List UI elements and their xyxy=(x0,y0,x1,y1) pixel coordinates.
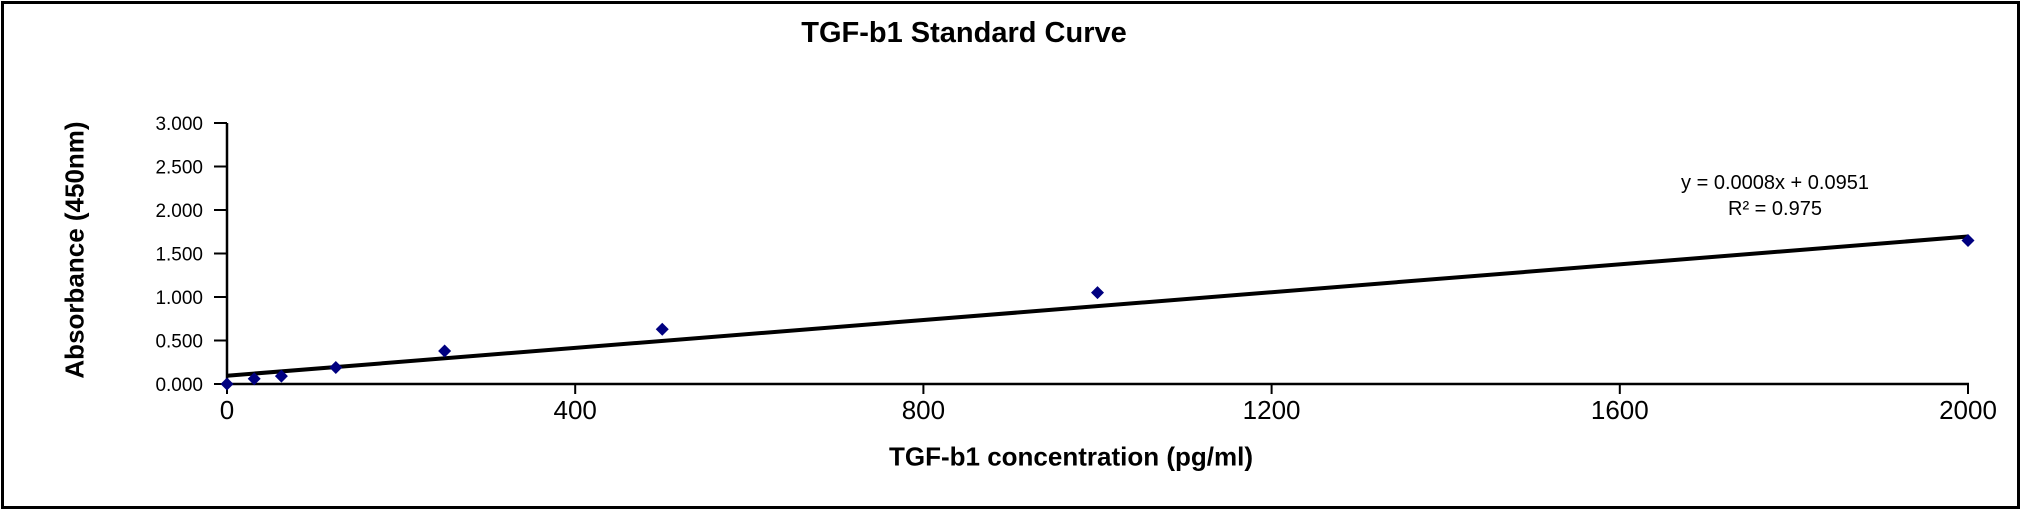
y-tick-label: 3.000 xyxy=(155,114,203,135)
data-point-marker xyxy=(1091,286,1104,300)
x-tick-label: 800 xyxy=(902,395,945,425)
x-tick-label: 1600 xyxy=(1591,395,1649,425)
y-tick-label: 0.500 xyxy=(155,332,203,353)
data-point-marker xyxy=(1961,233,1975,247)
trendline-annotation: y = 0.0008x + 0.0951 R² = 0.975 xyxy=(1575,170,1975,222)
y-tick-label: 1.500 xyxy=(155,245,203,266)
x-tick-label: 400 xyxy=(554,395,597,425)
trendline xyxy=(226,234,1969,378)
trendline-equation-text: y = 0.0008x + 0.0951 xyxy=(1681,172,1869,194)
y-tick-label: 1.000 xyxy=(155,288,203,309)
x-tick-label: 2000 xyxy=(1939,395,1997,425)
y-tick-label: 0.000 xyxy=(155,375,203,396)
x-tick-label: 1200 xyxy=(1243,395,1301,425)
y-tick-label: 2.500 xyxy=(155,158,203,179)
data-point-marker xyxy=(220,377,234,391)
data-point-marker xyxy=(655,322,669,336)
data-point-marker xyxy=(274,369,288,383)
r-squared-text: R² = 0.975 xyxy=(1728,198,1822,220)
x-tick-label: 0 xyxy=(220,395,234,425)
y-tick-label: 2.000 xyxy=(155,201,203,222)
data-point-marker xyxy=(247,372,261,386)
x-axis-title: TGF-b1 concentration (pg/ml) xyxy=(889,441,1253,472)
data-point-marker xyxy=(329,360,343,374)
chart-title: TGF-b1 Standard Curve xyxy=(801,17,1127,49)
data-point-marker xyxy=(438,344,452,358)
